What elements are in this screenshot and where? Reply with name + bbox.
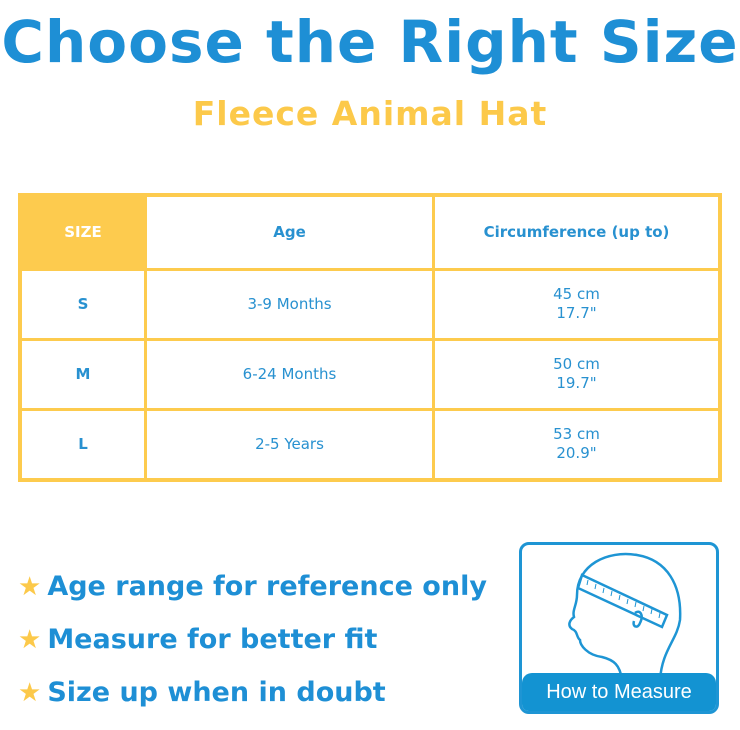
how-to-measure-panel: How to Measure <box>519 542 719 714</box>
size-cell: M <box>18 337 147 411</box>
inch-value: 17.7" <box>556 304 597 323</box>
tip-item: ★ Age range for reference only <box>18 560 487 613</box>
circumference-cell: 45 cm 17.7" <box>432 267 722 341</box>
page-subtitle: Fleece Animal Hat <box>192 94 548 133</box>
star-icon: ★ <box>18 677 42 708</box>
table-row: M 6-24 Months 50 cm 19.7" <box>18 337 722 411</box>
tip-text: Measure for better fit <box>47 624 378 655</box>
tip-text: Size up when in doubt <box>47 677 386 708</box>
circumference-cell: 53 cm 20.9" <box>432 407 722 482</box>
head-measuring-tape-icon <box>568 552 682 681</box>
inch-value: 19.7" <box>556 374 597 393</box>
age-cell: 3-9 Months <box>144 267 435 341</box>
table-header-row: SIZE Age Circumference (up to) <box>18 193 722 271</box>
age-cell: 2-5 Years <box>144 407 435 482</box>
age-cell: 6-24 Months <box>144 337 435 411</box>
table-row: S 3-9 Months 45 cm 17.7" <box>18 267 722 341</box>
tip-item: ★ Size up when in doubt <box>18 666 487 719</box>
tips-list: ★ Age range for reference only ★ Measure f… <box>18 560 487 719</box>
tip-text: Age range for reference only <box>47 571 487 602</box>
cm-value: 53 cm <box>553 425 600 444</box>
page-title: Choose the Right Size <box>1 8 739 76</box>
tip-item: ★ Measure for better fit <box>18 613 487 666</box>
star-icon: ★ <box>18 624 42 655</box>
header-size: SIZE <box>18 193 147 271</box>
star-icon: ★ <box>18 571 42 602</box>
cm-value: 45 cm <box>553 285 600 304</box>
inch-value: 20.9" <box>556 444 597 463</box>
how-to-measure-label: How to Measure <box>522 673 716 711</box>
size-table: SIZE Age Circumference (up to) S 3-9 Mon… <box>18 193 722 482</box>
header-circumference: Circumference (up to) <box>432 193 722 271</box>
header-age: Age <box>144 193 435 271</box>
circumference-cell: 50 cm 19.7" <box>432 337 722 411</box>
size-cell: S <box>18 267 147 341</box>
size-cell: L <box>18 407 147 482</box>
cm-value: 50 cm <box>553 355 600 374</box>
table-row: L 2-5 Years 53 cm 20.9" <box>18 407 722 482</box>
